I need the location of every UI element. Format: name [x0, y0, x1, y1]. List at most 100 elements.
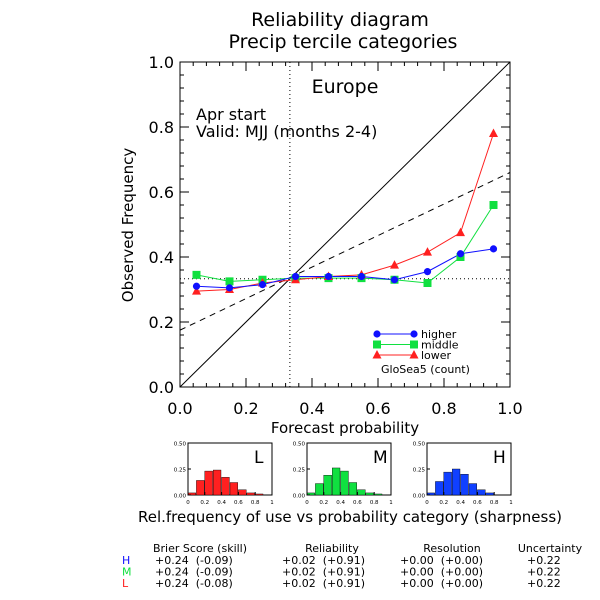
region-label: Europe	[312, 76, 379, 98]
point-lower	[390, 260, 399, 269]
legend-caption: GloSea5 (count)	[381, 363, 470, 376]
panel-x-tick-label: 0.8	[490, 500, 499, 506]
score-cell: +0.24 (-0.09)	[155, 566, 233, 579]
panel-x-tick-label: 0	[425, 500, 429, 506]
plot-frame	[179, 61, 511, 388]
score-cell: +0.02 (+0.91)	[282, 577, 365, 590]
x-tick-label: 0.2	[233, 399, 258, 418]
panel-y-tick-label: 0.25	[293, 468, 306, 474]
sharpness-bar	[204, 470, 213, 496]
sharpness-bar	[435, 481, 444, 496]
title-line-2: Precip tercile categories	[229, 31, 458, 53]
sharpness-panel-M: M 0.50 0.25 0.000 0.2 0.4 0.6 0.8 1	[293, 442, 393, 507]
y-tick-label: 1.0	[149, 53, 174, 72]
sharpness-panel-L: L 0.50 0.25 0.000 0.2 0.4 0.6 0.8 1	[174, 442, 274, 507]
y-tick-label: 0.8	[149, 118, 174, 137]
no-skill-line	[179, 172, 511, 331]
sharpness-bar	[246, 492, 255, 496]
score-row-label: M	[122, 566, 132, 579]
point-lower	[489, 128, 498, 137]
x-tick-label: 1.0	[497, 399, 522, 418]
panel-x-tick-label: 0.2	[200, 500, 209, 506]
score-row-label: H	[122, 554, 130, 567]
legend-marker-higher	[373, 330, 381, 338]
sharpness-panel-H: H 0.50 0.25 0.000 0.2 0.4 0.6 0.8 1	[413, 442, 513, 507]
sharpness-bar	[443, 471, 452, 496]
point-higher	[357, 272, 366, 281]
y-tick-label: 0.2	[149, 313, 174, 332]
sharpness-bar	[323, 475, 332, 496]
point-higher	[192, 282, 201, 290]
start-label: Apr start	[196, 105, 266, 124]
point-middle	[423, 279, 432, 287]
sharpness-bar	[468, 483, 478, 496]
panel-x-tick-label: 1	[509, 500, 513, 506]
point-middle	[225, 277, 234, 286]
sharpness-bar	[452, 468, 461, 496]
sharpness-bar	[332, 467, 341, 496]
panel-x-tick-label: 0.8	[251, 500, 260, 506]
legend-label-middle: middle	[421, 339, 459, 352]
perfect-reliability-diagonal	[179, 61, 511, 388]
score-table: Brier Score (skill) Reliability Resolution…	[122, 542, 583, 590]
y-tick-label: 0.4	[149, 248, 174, 267]
score-cell: +0.22	[527, 577, 561, 590]
series-line-middle	[196, 204, 494, 284]
panel-x-tick-label: 0.4	[456, 500, 465, 506]
sharpness-bar	[485, 492, 494, 496]
panel-x-tick-label: 0.8	[370, 500, 379, 506]
y-axis-label: Observed Frequency	[119, 148, 137, 303]
sharpness-bar	[229, 482, 239, 496]
legend-marker-middle	[410, 340, 418, 349]
score-cell: +0.02 (+0.91)	[282, 554, 365, 567]
title-line-1: Reliability diagram	[251, 9, 429, 31]
panel-x-tick-label: 0.4	[336, 500, 345, 506]
point-higher	[423, 268, 432, 276]
panel-x-tick-label: 0	[305, 500, 309, 506]
point-higher	[258, 281, 267, 289]
sharpness-bar	[357, 489, 366, 496]
point-higher	[324, 272, 333, 281]
score-cell: +0.00 (+0.00)	[400, 577, 483, 590]
panel-x-tick-label: 0.6	[353, 500, 362, 506]
main-axes: 0.0 0.2 0.4 0.6 0.8 1.0 0.0 0.2 0.4 0.6 0.8 1.0	[149, 53, 523, 418]
point-higher	[489, 245, 498, 253]
sharpness-bar	[238, 489, 247, 496]
score-cell: +0.02 (+0.91)	[282, 566, 365, 579]
x-tick-label: 0.8	[431, 399, 456, 418]
sharpness-bar	[460, 474, 469, 496]
panel-label: M	[373, 448, 388, 468]
x-axis-label: Forecast probability	[271, 419, 419, 437]
point-higher	[291, 272, 300, 281]
legend-marker-lower	[409, 350, 419, 359]
panel-x-tick-label: 1	[389, 500, 393, 506]
score-header: Uncertainty	[518, 542, 583, 555]
series-markers	[192, 128, 498, 295]
legend-marker-higher	[410, 330, 418, 338]
score-header: Reliability	[305, 542, 359, 555]
score-header: Brier Score (skill)	[153, 542, 247, 555]
series-line-lower	[196, 133, 494, 292]
sharpness-bar	[315, 483, 324, 496]
sharpness-caption: Rel.frequency of use vs probability cate…	[138, 508, 562, 526]
panel-x-tick-label: 0.2	[319, 500, 328, 506]
sharpness-bar	[340, 470, 349, 496]
panel-y-tick-label: 0.25	[174, 468, 187, 474]
score-row-label: L	[122, 577, 129, 590]
panel-x-tick-label: 0	[186, 500, 190, 506]
panel-x-tick-label: 0.6	[234, 500, 243, 506]
y-tick-label: 0.6	[149, 183, 174, 202]
panel-x-tick-label: 0.2	[439, 500, 448, 506]
panel-y-tick-label: 0.00	[293, 494, 306, 500]
point-middle	[192, 270, 201, 279]
panel-y-tick-label: 0.50	[293, 442, 306, 448]
point-middle	[489, 201, 498, 209]
x-tick-label: 0.0	[167, 399, 192, 418]
sharpness-bar	[365, 492, 374, 496]
panel-x-tick-label: 0.6	[473, 500, 482, 506]
score-header: Resolution	[423, 542, 481, 555]
score-cell: +0.00 (+0.00)	[400, 554, 483, 567]
point-higher	[390, 276, 399, 284]
